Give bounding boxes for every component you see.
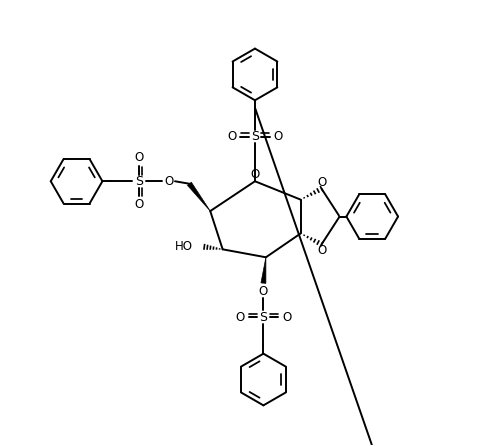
Text: O: O <box>134 151 143 165</box>
Text: O: O <box>164 175 173 188</box>
Text: O: O <box>236 311 244 324</box>
Text: O: O <box>274 130 283 143</box>
Text: S: S <box>260 311 268 324</box>
Text: O: O <box>317 244 326 257</box>
Text: HO: HO <box>175 240 193 253</box>
Text: O: O <box>227 130 236 143</box>
Text: O: O <box>134 198 143 211</box>
Text: S: S <box>251 130 259 143</box>
Polygon shape <box>188 182 210 211</box>
Text: O: O <box>250 168 260 182</box>
Polygon shape <box>261 257 266 283</box>
Text: O: O <box>317 176 326 189</box>
Text: O: O <box>282 311 292 324</box>
Text: S: S <box>134 175 142 188</box>
Text: O: O <box>259 285 268 298</box>
